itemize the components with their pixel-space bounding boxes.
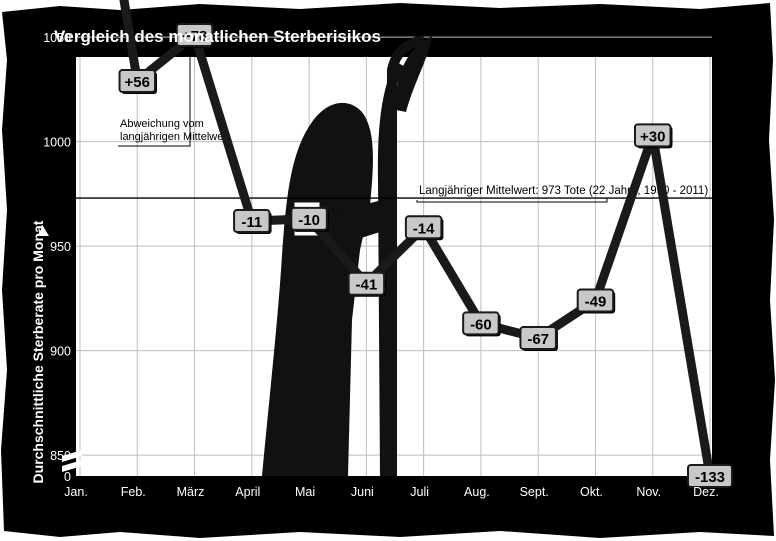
data-label-box [519,326,557,351]
data-label-box [118,68,157,93]
data-label: +78 [182,28,207,45]
data-point: -60 [462,311,501,337]
y-tick-label: 1000 [43,136,71,150]
grim-reaper-illustration [262,35,432,477]
data-label: -14 [413,220,435,237]
annotation-line-2: langjährigen Mittelwert [120,131,230,143]
y-tick-label: 0 [64,470,71,484]
data-label-box [462,311,500,336]
data-point: -133 [687,464,734,489]
data-point: +56 [118,68,158,94]
data-label: -41 [356,277,378,294]
x-tick-label: April [235,485,260,499]
x-tick-label: Nov. [636,485,661,499]
data-point: -10 [290,206,329,232]
data-label: -49 [585,293,607,310]
y-axis-label: Durchschnittliche Sterberate pro Monat [30,220,46,483]
x-tick-label: Feb. [121,485,146,499]
y-axis-ticks: 08509009501000105011001150 [43,31,71,484]
y-tick-label: 1050 [43,31,71,45]
x-tick-label: Jan. [64,485,88,499]
y-axis-break [62,450,82,472]
data-label-box [347,271,386,296]
chart-title: Vergleich des monatlichen Sterberisikos [54,27,381,46]
data-point: -67 [519,326,558,352]
data-label-box [290,206,328,231]
data-point: -41 [347,271,387,297]
data-label-box [404,215,443,240]
annotation-leader [118,23,191,147]
data-label: -67 [527,331,549,348]
x-tick-label: Juni [351,485,374,499]
y-axis-arrow-icon [37,226,49,236]
x-axis-ticks: Jan. Feb. März April Mai Juni Juli Aug. Sept. Okt… [64,485,719,499]
data-point: -14 [404,215,444,241]
x-tick-label: Dez. [693,485,719,499]
x-tick-label: März [177,485,205,499]
data-label-box [175,23,214,48]
data-label-box [687,464,733,488]
annotation-line-1: Abweichung vom [120,118,204,130]
x-tick-label: Mai [295,485,315,499]
reference-line-leader [416,198,608,203]
data-label: -10 [298,212,320,229]
data-point: -11 [233,209,272,235]
data-label: +56 [125,74,150,91]
x-tick-label: Juli [410,485,429,499]
data-label: +30 [640,128,665,145]
data-label-box [576,288,615,313]
data-point: +78 [175,23,215,49]
data-point: +30 [633,123,673,149]
data-label-box [233,209,271,234]
y-tick-label: 900 [50,345,71,359]
x-tick-label: Okt. [580,485,603,499]
data-point: -49 [576,288,616,314]
x-tick-label: Aug. [464,485,490,499]
y-tick-label: 950 [50,240,71,254]
data-label-box [633,123,672,148]
data-label: -133 [695,469,725,486]
data-label: -60 [470,316,492,333]
data-label: -11 [241,214,262,231]
x-tick-label: Sept. [520,485,549,499]
